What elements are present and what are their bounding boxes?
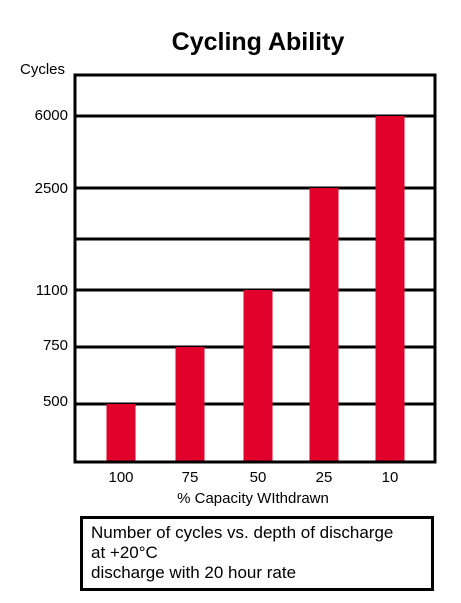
x-tick-label: 50 xyxy=(250,469,267,486)
y-tick-labels: 500 750 1100 2500 6000 xyxy=(35,107,68,410)
bars xyxy=(106,116,405,462)
y-axis-label: Cycles xyxy=(20,61,65,78)
x-tick-label: 75 xyxy=(182,469,199,486)
y-tick-label: 2500 xyxy=(35,180,68,197)
bar xyxy=(309,188,339,462)
bar xyxy=(243,290,273,462)
x-tick-labels: 100 75 50 25 10 xyxy=(108,469,398,486)
caption-box: Number of cycles vs. depth of discharge … xyxy=(80,516,434,591)
y-tick-label: 1100 xyxy=(36,282,68,299)
chart-title: Cycling Ability xyxy=(172,28,345,56)
x-tick-label: 25 xyxy=(316,469,333,486)
y-tick-label: 500 xyxy=(43,393,68,410)
bar xyxy=(175,347,205,462)
y-tick-label: 750 xyxy=(43,337,68,354)
y-tick-label: 6000 xyxy=(35,107,68,124)
plot-frame xyxy=(73,73,437,464)
x-tick-label: 100 xyxy=(108,469,133,486)
bar xyxy=(106,404,136,462)
x-tick-label: 10 xyxy=(382,469,399,486)
caption-line: at +20°C xyxy=(91,543,158,562)
x-axis-label: % Capacity WIthdrawn xyxy=(177,490,329,507)
bar xyxy=(375,116,405,462)
caption-line: discharge with 20 hour rate xyxy=(91,563,297,582)
caption-line: Number of cycles vs. depth of discharge xyxy=(91,523,394,542)
